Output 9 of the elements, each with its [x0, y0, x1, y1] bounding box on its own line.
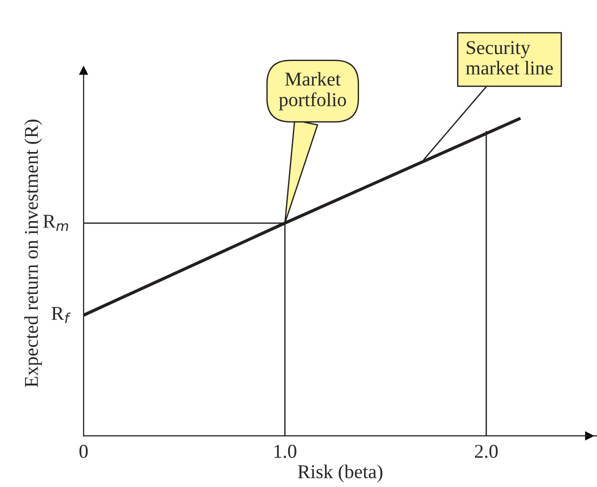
x-tick-label: 2.0: [474, 444, 498, 458]
annotation: R$_{f}$: [52, 307, 71, 323]
annotation: Market portfolio: [278, 72, 346, 110]
y-axis-title: Expected return on investment (R): [24, 120, 42, 388]
annotation: R$_{m}$: [43, 214, 68, 231]
annotation: Security market line: [466, 41, 553, 75]
x-axis-title: Risk (beta): [298, 464, 382, 482]
x-tick-label: 0: [79, 444, 88, 458]
x-tick-label: 1.0: [274, 444, 296, 458]
